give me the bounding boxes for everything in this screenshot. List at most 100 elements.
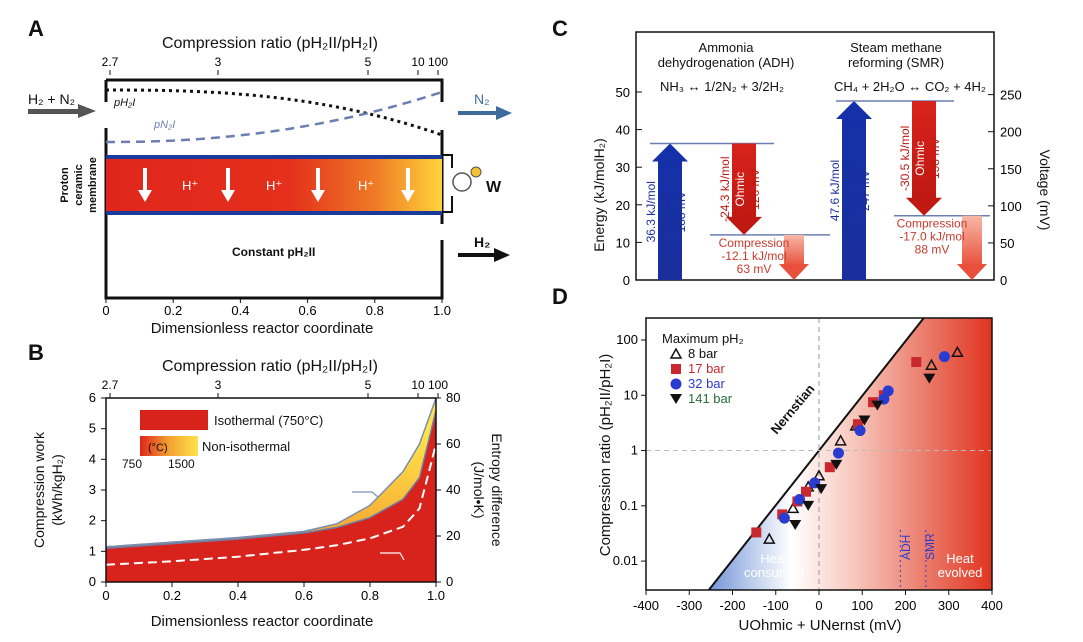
data-point [854,425,866,437]
y2-tick-label: 250 [1000,88,1022,103]
x-tick-label: -300 [676,598,702,613]
adh-label: ADH [899,535,913,560]
data-point [830,459,843,470]
reaction-arrow [658,159,682,280]
x-tick-label: -100 [763,598,789,613]
panel-d-ylabel: Compression ratio (pH₂II/pH₂I) [597,354,614,557]
data-point [923,373,936,384]
heat-consumed-1: Heat [760,551,788,566]
legend-marker [670,378,682,390]
data-point [762,532,776,544]
y2-tick-label: 150 [1000,162,1022,177]
p-h2-curve [106,88,443,137]
compression-label: Compression [897,217,968,231]
y-tick-label: 0 [623,273,630,288]
panel-d-points [751,345,964,544]
x-tick-label: 0.6 [295,588,313,603]
y-tick-label: 0.01 [613,553,638,568]
ohmic-label: Ohmic [913,141,927,176]
y2-tick-label: 40 [446,482,460,497]
x-tick-label: 0.2 [163,588,181,603]
top-tick-label: 3 [215,378,222,392]
data-point [794,494,806,506]
compression-arrow [784,234,804,266]
ohmic-arrow-head [726,216,762,235]
x-tick-label: 0.2 [164,303,182,318]
x-tick-label: 0.6 [299,303,317,318]
data-point [815,484,828,495]
heat-consumed-2: consumed [744,565,804,580]
y-tick-label: 10 [624,387,638,402]
ohmic-arrow [912,101,936,200]
data-point [834,434,847,446]
ohmic-arrow-head [906,197,942,216]
proton-label-2: H⁺ [266,178,282,193]
data-point [801,486,812,497]
legend-isothermal-swatch [140,410,208,430]
compression-arrow [962,215,982,266]
proton-membrane [106,157,442,213]
nernstian-excluded-region [646,318,924,590]
ohmic-label: -24.3 kJ/mol [718,157,732,222]
panel-b-y2-ticks: 0 20 40 60 80 [436,390,460,589]
y2-tick-label: 20 [446,528,460,543]
legend-noniso-swatch [140,436,198,456]
data-point [802,500,815,511]
legend-label: 8 bar [688,346,718,361]
product-label: H₂ [474,234,490,250]
y2-tick-label: 0 [1000,273,1007,288]
ohmic-label: -30.5 kJ/mol [898,126,912,191]
compression-arrow-head [957,264,987,280]
data-point [852,419,863,430]
compression-label: 63 mV [737,262,772,276]
panel-b: B Compression ratio (pH₂II/pH₂I) 2.7 3 5 10… [28,340,505,630]
panel-b-ylabel-1: Compression work [31,431,47,548]
constant-label: Constant pH₂II [232,245,315,259]
panel-c-bars: 36.3 kJ/mol Reaction 188 mV -24.3 kJ/mol Ohm… [644,100,990,280]
data-point [832,447,844,459]
top-tick-label: 3 [215,55,222,69]
panel-c-frame [635,31,995,281]
data-point [824,462,835,473]
smr-reaction: CH₄ + 2H₂O ↔ CO₂ + 4H₂ [834,79,986,94]
y-tick-label: 0 [89,574,96,589]
ohmic-label: 158 mV [928,138,942,179]
x-tick-label: 300 [938,598,960,613]
panel-b-letter: B [28,340,44,365]
reaction-arrow-head [836,101,872,120]
x-tick-label: -400 [633,598,659,613]
panel-c-y2label: Voltage (mV) [1037,150,1053,231]
compression-label: -12.1 kJ/mol [721,249,786,263]
panel-b-y-ticks: 0 1 2 3 4 5 6 [89,390,106,589]
nernstian-line [708,318,925,590]
adh-title-2: dehydrogenation (ADH) [658,55,795,70]
top-tick-label: 10 [411,55,425,69]
legend-isothermal-label: Isothermal (750°C) [214,413,323,428]
ohmic-label: 126 mV [748,169,762,210]
legend-title: Maximum pH₂ [662,331,744,346]
panel-c-y-ticks: 0 10 20 30 40 50 [616,85,642,288]
top-tick-label: 2.7 [102,378,119,392]
panel-c-ylabel: Energy (kJ/molH₂) [591,138,607,252]
panel-a-letter: A [28,16,44,41]
panel-c-y2-ticks: 0 50 100 150 200 250 [988,88,1022,288]
proton-label-3: H⁺ [358,178,374,193]
y-tick-label: 4 [89,451,96,466]
adh-reaction: NH₃ ↔ 1/2N₂ + 3/2H₂ [660,79,784,94]
ohmic-label: Ohmic [733,172,747,207]
x-tick-label: 0 [815,598,822,613]
y-tick-label: 5 [89,421,96,436]
data-point [858,415,871,426]
y-tick-label: 0.1 [620,498,638,513]
data-point [786,501,800,514]
panel-d-letter: D [552,284,568,309]
data-point [882,385,894,397]
panel-b-y2label-1: Entropy difference [489,433,505,547]
reaction-label: 36.3 kJ/mol [644,181,658,242]
x-tick-label: 0.8 [366,303,384,318]
panel-a-top-axis-label: Compression ratio (pH₂II/pH₂I) [162,35,378,52]
panel-a: A Compression ratio (pH₂II/pH₂I) 2.7 3 5 10… [28,16,512,337]
y-tick-label: 30 [616,160,630,175]
x-tick-label: 0 [102,303,109,318]
